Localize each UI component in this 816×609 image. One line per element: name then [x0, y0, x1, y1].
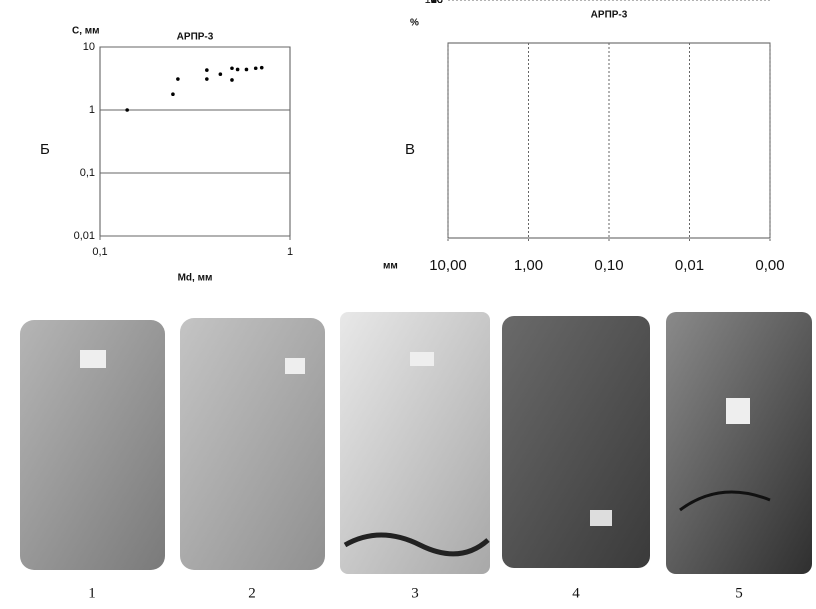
photo-label: 3	[411, 585, 419, 601]
photo-core	[180, 318, 325, 570]
photo-label: 1	[88, 585, 96, 601]
y-tick-label: 80	[431, 0, 443, 6]
y-tick-label: 40	[431, 0, 443, 6]
point	[205, 68, 209, 72]
x-tick-label: 0,01	[675, 257, 704, 274]
y-tick-label: 30	[431, 0, 443, 6]
photo-crack	[679, 490, 771, 512]
point	[230, 78, 234, 82]
y-tick-label: 0	[437, 0, 443, 6]
photo-core	[502, 316, 650, 568]
photo-tag	[590, 510, 612, 526]
x-tick-label: 10,00	[429, 257, 467, 274]
plot-frame	[99, 46, 291, 237]
chart-title: АРПР-3	[177, 32, 214, 43]
y-tick-label: 60	[431, 0, 443, 6]
y-tick-label: 10	[83, 41, 95, 53]
point	[205, 77, 209, 81]
y-axis-label: С, мм	[72, 26, 100, 37]
point	[235, 67, 240, 72]
y-tick-label: 100	[425, 0, 443, 6]
x-tick-label: 1,00	[514, 257, 543, 274]
chart-title: АРПР-3	[591, 10, 628, 21]
photo-tag	[285, 358, 305, 374]
panel-label: В	[405, 141, 415, 158]
photo-tag	[726, 398, 750, 424]
y-tick-label: 10	[431, 0, 443, 6]
y-tick-label: 0,01	[74, 230, 95, 242]
point	[218, 72, 223, 77]
y-tick-label: 50	[431, 0, 443, 6]
y-tick-label: 20	[431, 0, 443, 6]
photo-core	[340, 312, 490, 574]
photo-label: 4	[572, 585, 580, 601]
photo-tag	[410, 352, 434, 366]
point	[125, 108, 129, 112]
point	[171, 92, 175, 97]
x-tick-label: 0,1	[92, 246, 107, 258]
panel-label: Б	[40, 141, 50, 158]
point	[253, 66, 258, 71]
y-tick-label: 70	[431, 0, 443, 6]
x-axis-label: Md, мм	[178, 273, 213, 284]
photo-tag	[80, 350, 106, 368]
y-tick-label: 1	[89, 104, 95, 116]
photo-crack	[343, 532, 490, 557]
point	[176, 77, 180, 81]
photo-core	[20, 320, 165, 570]
point	[244, 67, 249, 72]
photo-core	[666, 312, 812, 574]
x-tick-label: 0,10	[594, 257, 623, 274]
x-tick-label: 1	[287, 246, 293, 258]
y-axis-label: %	[410, 18, 419, 29]
x-tick-label: 0,00	[755, 257, 784, 274]
y-tick-label: 0,1	[80, 167, 95, 179]
y-tick-label: 90	[431, 0, 443, 6]
point	[259, 65, 264, 70]
photo-label: 5	[735, 585, 743, 601]
point	[230, 66, 234, 71]
x-axis-label: мм	[383, 261, 398, 272]
photo-label: 2	[248, 585, 256, 601]
